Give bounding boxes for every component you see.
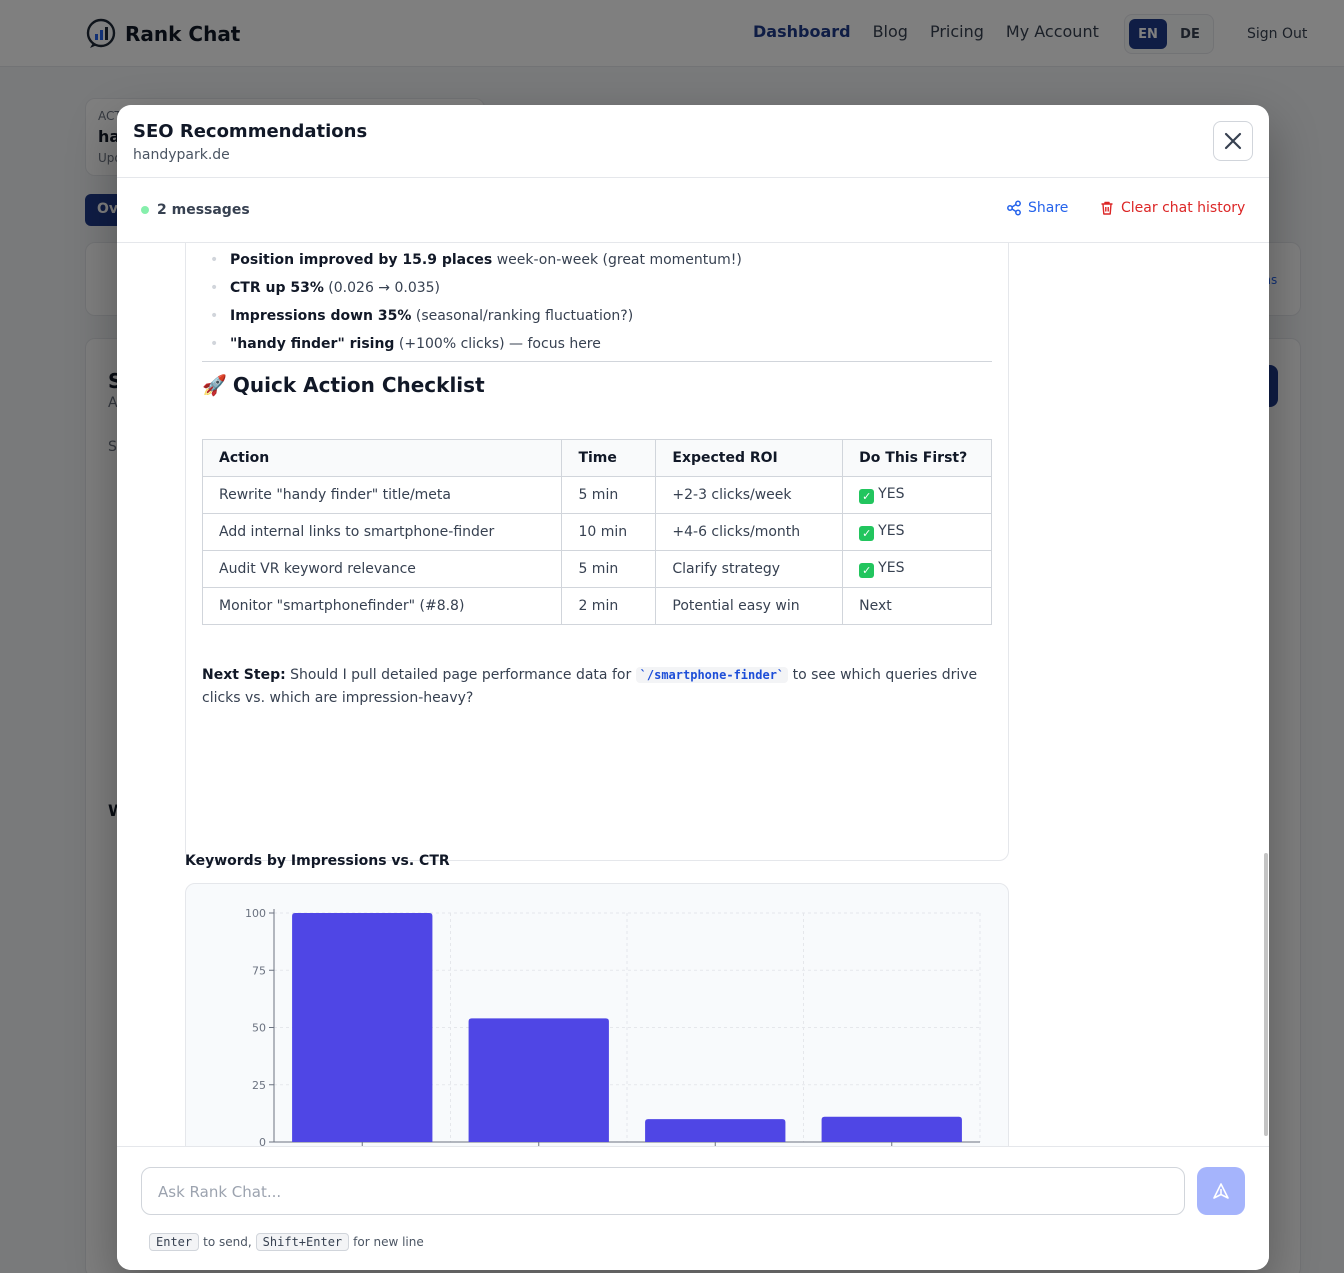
bar: [821, 1116, 962, 1142]
status-dot-icon: [141, 206, 149, 214]
table-cell: 2 min: [561, 587, 657, 625]
table-cell: 5 min: [561, 476, 657, 514]
kbd-shift-enter: Shift+Enter: [255, 1233, 350, 1251]
table-row: Monitor "smartphonefinder" (#8.8) 2 min …: [201, 587, 992, 625]
table-cell: +4-6 clicks/month: [655, 513, 844, 551]
table-cell: 5 min: [561, 550, 657, 588]
table-cell: Audit VR keyword relevance: [201, 550, 563, 588]
table-cell: Rewrite "handy finder" title/meta: [201, 476, 563, 514]
scrollbar-thumb[interactable]: [1264, 853, 1268, 1136]
next-step-text: Next Step: Should I pull detailed page p…: [202, 667, 978, 706]
message-count: 2 messages: [141, 202, 250, 218]
chat-toolbar: 2 messages Share Clear chat history: [117, 178, 1269, 243]
modal-subtitle: handypark.de: [133, 147, 230, 163]
checklist-heading: 🚀 Quick Action Checklist: [202, 373, 485, 397]
chat-input-bar: Ask Rank Chat... Enter to send, Shift+En…: [117, 1146, 1269, 1270]
close-icon: [1224, 132, 1242, 150]
clear-chat-label: Clear chat history: [1121, 200, 1246, 216]
table-cell: +2-3 clicks/week: [655, 476, 844, 514]
code-snippet: `/smartphone-finder`: [635, 667, 789, 683]
y-tick-label: 100: [245, 907, 266, 920]
chat-input[interactable]: Ask Rank Chat...: [141, 1167, 1185, 1215]
list-item: CTR up 53% (0.026 → 0.035): [210, 274, 742, 302]
table-cell: Add internal links to smartphone-finder: [201, 513, 563, 551]
table-cell: ✓ YES: [842, 513, 992, 551]
y-tick-label: 25: [252, 1079, 266, 1092]
table-cell: ✓ YES: [842, 550, 992, 588]
close-button[interactable]: [1213, 121, 1253, 161]
hint-send: to send,: [203, 1235, 252, 1249]
assistant-message: Position improved by 15.9 places week-on…: [185, 243, 1009, 861]
chat-scroll-area[interactable]: Position improved by 15.9 places week-on…: [117, 243, 1269, 1146]
hint-newline: for new line: [353, 1235, 424, 1249]
bar: [468, 1018, 609, 1142]
chart-title: Keywords by Impressions vs. CTR: [185, 853, 450, 869]
modal-header: SEO Recommendations handypark.de: [117, 105, 1269, 178]
header-first: Do This First?: [842, 439, 992, 477]
y-tick-label: 0: [259, 1136, 266, 1146]
share-icon: [1007, 200, 1021, 216]
checklist-title: Quick Action Checklist: [232, 373, 485, 397]
divider: [202, 361, 992, 362]
header-time: Time: [561, 439, 657, 477]
table-cell: 10 min: [561, 513, 657, 551]
bar: [645, 1119, 786, 1142]
table-row: Audit VR keyword relevance 5 min Clarify…: [201, 550, 992, 588]
check-icon: ✓: [859, 489, 875, 504]
list-item: "handy finder" rising (+100% clicks) — f…: [210, 330, 742, 358]
table-cell: ✓ YES: [842, 476, 992, 514]
header-roi: Expected ROI: [655, 439, 844, 477]
rocket-icon: 🚀: [202, 373, 227, 397]
modal-title: SEO Recommendations: [133, 121, 368, 142]
check-icon: ✓: [859, 526, 875, 541]
bar: [292, 913, 433, 1142]
chart-card: 0255075100handyfinderhandy findersmartph…: [185, 883, 1009, 1146]
clear-chat-button[interactable]: Clear chat history: [1099, 200, 1245, 216]
table-cell: Clarify strategy: [655, 550, 844, 588]
y-tick-label: 75: [252, 964, 266, 977]
keyboard-hint: Enter to send, Shift+Enter for new line: [149, 1233, 424, 1251]
summary-list: Position improved by 15.9 places week-on…: [210, 246, 742, 358]
header-action: Action: [201, 439, 563, 477]
table-cell: Monitor "smartphonefinder" (#8.8): [201, 587, 563, 625]
table-cell: Next: [842, 587, 992, 625]
table-cell: Potential easy win: [655, 587, 844, 625]
send-button[interactable]: [1197, 1167, 1245, 1215]
table-header-row: Action Time Expected ROI Do This First?: [201, 439, 992, 477]
share-button[interactable]: Share: [1006, 200, 1068, 216]
list-item: Impressions down 35% (seasonal/ranking f…: [210, 302, 742, 330]
table-row: Rewrite "handy finder" title/meta 5 min …: [201, 476, 992, 514]
message-count-label: 2 messages: [157, 202, 250, 218]
table-row: Add internal links to smartphone-finder …: [201, 513, 992, 551]
y-tick-label: 50: [252, 1022, 266, 1035]
send-icon: [1213, 1183, 1229, 1199]
check-icon: ✓: [859, 563, 875, 578]
keywords-bar-chart: 0255075100handyfinderhandy findersmartph…: [245, 907, 981, 1146]
action-table: Action Time Expected ROI Do This First? …: [201, 439, 992, 625]
trash-icon: [1101, 201, 1113, 215]
kbd-enter: Enter: [149, 1233, 200, 1251]
list-item: Position improved by 15.9 places week-on…: [210, 246, 742, 274]
seo-recommendations-modal: SEO Recommendations handypark.de 2 messa…: [117, 105, 1269, 1270]
share-label: Share: [1028, 200, 1069, 216]
